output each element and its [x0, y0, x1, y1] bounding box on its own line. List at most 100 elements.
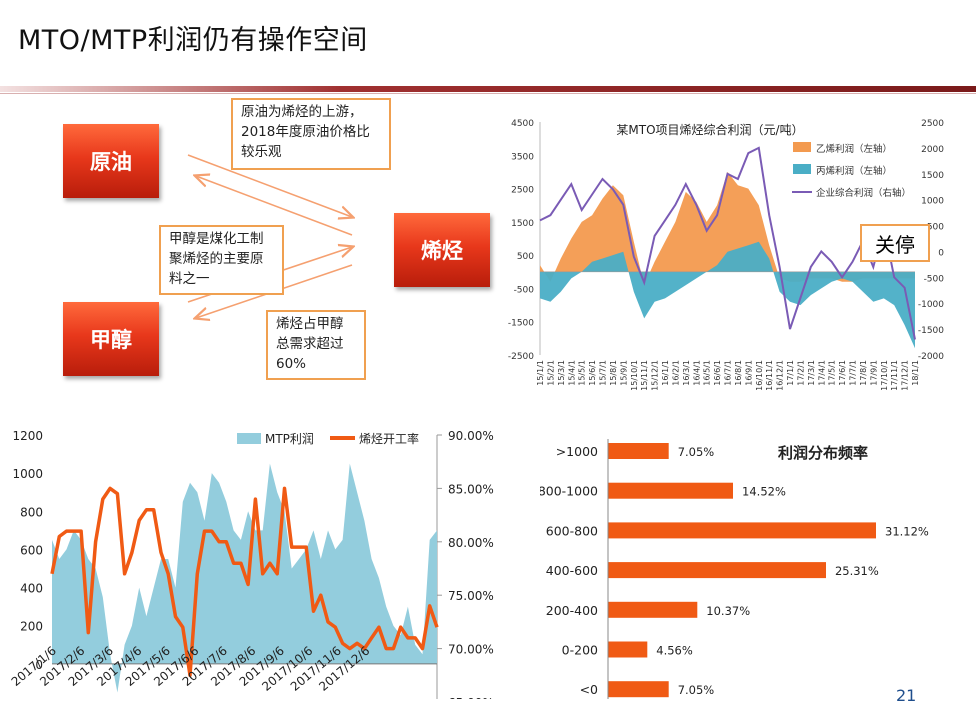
data-label: 10.37%: [706, 604, 750, 618]
methanol-box: 甲醇: [63, 302, 159, 376]
x-tick-label: 15/8/1: [609, 360, 618, 386]
shutdown-label: 关停: [860, 224, 930, 262]
crude-oil-box: 原油: [63, 124, 159, 198]
category-label: 400-600: [546, 563, 598, 578]
bar: [608, 522, 876, 539]
x-tick-label: 17/2/1: [796, 360, 805, 386]
data-label: 14.52%: [742, 485, 786, 499]
x-tick-label: 17/6/1: [838, 360, 847, 386]
data-label: 7.05%: [678, 683, 715, 697]
right-tick-label: 0: [938, 248, 944, 258]
x-tick-label: 17/11/1: [890, 360, 899, 391]
x-tick-label: 15/6/1: [588, 360, 597, 386]
bar: [608, 443, 669, 459]
right-tick-label: -1000: [918, 300, 944, 310]
x-tick-label: 15/4/1: [567, 360, 576, 386]
data-label: 25.31%: [835, 564, 879, 578]
x-tick-label: 15/9/1: [619, 360, 628, 386]
legend-label: 丙烯利润（左轴）: [816, 165, 892, 177]
x-tick-label: 17/1/1: [786, 360, 795, 386]
page-number: 21: [896, 686, 917, 705]
data-label: 7.05%: [678, 445, 715, 459]
chart-mto-profit: 4500 3500 2500 1500 500 -500 -1500 -2500 2500 200…: [508, 119, 945, 391]
x-tick-label: 17/7/1: [849, 360, 858, 386]
right-tick-label: 90.00%: [448, 429, 494, 443]
bar: [608, 482, 733, 499]
left-tick-label: 1500: [511, 219, 534, 229]
legend-label: 乙烯利润（左轴）: [816, 143, 892, 155]
legend-swatch-ethylene: [793, 142, 811, 152]
olefin-note: 烯烃占甲醇总需求超过60%: [266, 310, 366, 380]
right-tick-label: 80.00%: [448, 536, 494, 550]
data-label: 4.56%: [656, 644, 693, 658]
bar: [608, 641, 648, 658]
x-tick-label: 16/10/1: [755, 360, 764, 391]
left-tick-label: 200: [20, 620, 43, 634]
right-tick-label: 1000: [921, 197, 944, 207]
chart-title: 利润分布频率: [778, 444, 868, 462]
chart-mtp-operating: 1200 1000 800 600 400 200 0 90.00% 85.00% 80.00% 7…: [9, 429, 494, 699]
x-tick-label: 15/5/1: [578, 360, 587, 386]
x-tick-label: 16/7/1: [724, 360, 733, 386]
left-tick-label: -1500: [508, 319, 534, 329]
category-label: >1000: [556, 444, 598, 459]
x-tick-label: 17/4/1: [817, 360, 826, 386]
right-tick-label: 75.00%: [448, 589, 494, 603]
x-tick-label: 16/9/1: [744, 360, 753, 386]
x-tick-label: 15/10/1: [630, 360, 639, 391]
left-tick-label: -500: [514, 285, 535, 295]
x-tick-label: 18/1/1: [911, 360, 920, 386]
x-tick-label: 16/4/1: [692, 360, 701, 386]
x-tick-label: 15/12/1: [651, 360, 660, 391]
x-tick-label: 15/1/1: [536, 360, 545, 386]
page-title: MTO/MTP利润仍有操作空间: [18, 25, 368, 56]
x-tick-label: 15/2/1: [546, 360, 555, 386]
left-tick-label: 4500: [511, 119, 534, 129]
title-divider: [0, 86, 976, 92]
x-tick-label: 17/9/1: [869, 360, 878, 386]
right-tick-label: 85.00%: [448, 482, 494, 496]
left-tick-label: 1200: [12, 429, 43, 443]
category-label: 200-400: [546, 603, 598, 618]
x-tick-label: 17/8/1: [859, 360, 868, 386]
x-tick-label: 16/11/1: [765, 360, 774, 391]
left-tick-label: 400: [20, 582, 43, 596]
composite-profit-line: [539, 146, 916, 340]
category-label: 0-200: [562, 643, 598, 658]
left-tick-label: 600: [20, 543, 43, 557]
right-tick-label: 2500: [921, 119, 944, 129]
x-tick-label: 16/12/1: [776, 360, 785, 391]
x-tick-label: 17/5/1: [828, 360, 837, 386]
legend-swatch-mtp: [237, 433, 261, 444]
operating-rate-line: [50, 486, 439, 678]
x-tick-label: 17/10/1: [880, 360, 889, 391]
right-tick-label: 500: [927, 223, 944, 233]
left-tick-label: 800: [20, 505, 43, 519]
arrow-olefin-to-crude: [196, 176, 353, 236]
x-tick-label: 16/1/1: [661, 360, 670, 386]
legend-swatch-propylene: [793, 164, 811, 174]
x-tick-label: 15/7/1: [599, 360, 608, 386]
propylene-area: [540, 241, 915, 349]
left-tick-label: -2500: [508, 352, 534, 362]
olefin-box: 烯烃: [394, 213, 490, 287]
right-tick-label: 70.00%: [448, 643, 494, 657]
x-tick-label: 16/6/1: [713, 360, 722, 386]
right-tick-label: 1500: [921, 171, 944, 181]
right-tick-label: 65.00%: [448, 696, 494, 699]
arrow-crude-to-olefin: [187, 154, 352, 217]
x-tick-label: 16/5/1: [703, 360, 712, 386]
legend-label: 烯烃开工率: [359, 431, 419, 446]
bar: [608, 562, 826, 579]
left-tick-label: 500: [517, 252, 534, 262]
methanol-note: 甲醇是煤化工制聚烯烃的主要原料之一: [159, 225, 284, 295]
right-tick-label: -500: [924, 274, 945, 284]
x-tick-label: 17/12/1: [901, 360, 910, 391]
left-tick-label: 0: [35, 658, 43, 672]
data-label: 31.12%: [885, 524, 929, 538]
left-tick-label: 3500: [511, 152, 534, 162]
bar: [608, 681, 669, 698]
chart-title: 某MTO项目烯烃综合利润（元/吨）: [616, 122, 803, 137]
x-tick-label: 16/2/1: [671, 360, 680, 386]
x-tick-label: 17/3/1: [807, 360, 816, 386]
